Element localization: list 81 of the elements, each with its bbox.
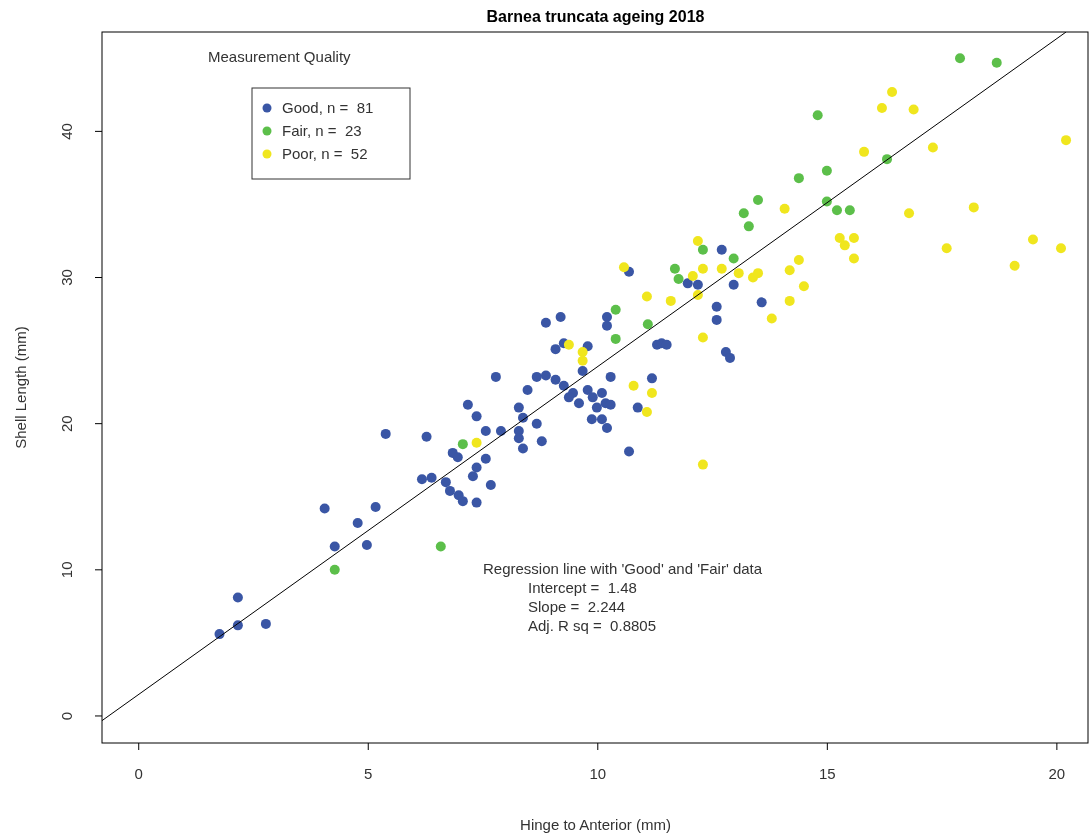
y-tick-label: 40 <box>58 123 75 140</box>
point <box>968 202 979 213</box>
point <box>618 262 629 273</box>
point <box>908 104 919 115</box>
point <box>577 355 588 366</box>
point <box>716 263 727 274</box>
legend-title: Measurement Quality <box>208 48 352 65</box>
point <box>669 263 680 274</box>
point <box>876 103 887 113</box>
point <box>831 205 842 216</box>
point <box>743 221 754 232</box>
x-axis-title: Hinge to Anterior (mm) <box>520 816 671 833</box>
point <box>577 347 588 358</box>
point <box>766 313 777 324</box>
point <box>697 263 708 274</box>
point <box>927 142 938 153</box>
legend-label: Fair, n = 23 <box>282 122 362 139</box>
point <box>821 165 832 176</box>
y-tick-label: 20 <box>58 415 75 433</box>
point <box>793 254 804 265</box>
point <box>628 380 639 391</box>
x-tick-label: 10 <box>589 765 607 782</box>
point <box>697 459 708 470</box>
point <box>991 57 1002 68</box>
point <box>784 265 795 276</box>
legend-label: Poor, n = 52 <box>282 145 368 162</box>
y-tick-label: 0 <box>58 711 75 721</box>
chart-title: Barnea truncata ageing 2018 <box>486 8 705 25</box>
point <box>641 291 652 302</box>
point <box>1009 260 1020 271</box>
point <box>887 86 898 97</box>
point <box>1027 234 1038 245</box>
point <box>646 387 657 398</box>
point <box>798 281 809 292</box>
point <box>610 333 621 344</box>
point <box>457 439 468 450</box>
point <box>563 339 574 350</box>
point <box>834 233 845 244</box>
point <box>848 253 859 264</box>
annotation: Adj. R sq = 0.8805 <box>528 617 656 634</box>
point <box>697 244 708 255</box>
annotation: Slope = 2.244 <box>528 598 626 615</box>
point <box>793 173 804 184</box>
point <box>753 195 764 206</box>
point <box>848 233 859 244</box>
point <box>692 235 703 246</box>
point <box>665 295 676 306</box>
annotation: Intercept = 1.48 <box>528 579 637 596</box>
point <box>955 53 965 64</box>
point <box>738 208 749 219</box>
point <box>642 319 653 330</box>
point <box>1056 243 1066 254</box>
x-tick-label: 5 <box>364 765 373 782</box>
annotation: Regression line with 'Good' and 'Fair' data <box>483 560 763 577</box>
point <box>904 208 915 219</box>
x-tick-label: 15 <box>818 765 836 782</box>
x-tick-label: 0 <box>134 765 143 782</box>
point <box>779 203 790 214</box>
point <box>728 253 739 264</box>
point <box>812 110 823 121</box>
legend-label: Good, n = 81 <box>282 99 374 116</box>
point <box>641 406 652 417</box>
point <box>471 437 482 448</box>
point <box>435 541 446 552</box>
point <box>329 564 340 575</box>
point <box>733 268 744 279</box>
point <box>687 271 698 282</box>
y-tick-label: 30 <box>58 269 75 286</box>
point <box>941 243 952 254</box>
x-tick-label: 20 <box>1048 765 1066 782</box>
point <box>839 240 850 251</box>
point <box>784 295 795 306</box>
y-tick-label: 10 <box>58 561 75 579</box>
point <box>697 332 708 343</box>
point <box>753 268 764 279</box>
point <box>844 205 855 216</box>
point <box>859 146 870 157</box>
point <box>1061 135 1072 146</box>
point <box>610 304 621 315</box>
point <box>673 273 684 284</box>
y-axis-title: Shell Length (mm) <box>12 326 29 449</box>
